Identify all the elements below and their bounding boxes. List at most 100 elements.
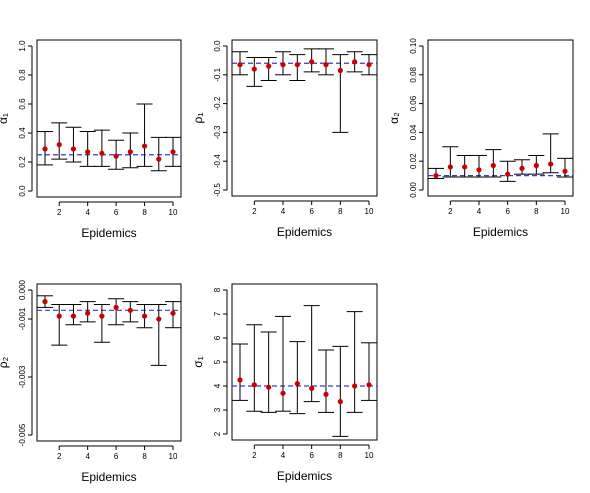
y-tick-label: 1.0 (18, 40, 27, 52)
point-estimate (127, 149, 133, 155)
x-tick-label: 6 (309, 207, 314, 216)
point-estimate (113, 304, 119, 310)
panel-rho2: 2 4 6 8 10 0.000 -0.001 -0.003 -0.005 Epidemics ρ₂ (0, 279, 182, 484)
point-estimate (476, 167, 482, 173)
y-tick-label: -0.2 (213, 96, 222, 110)
x-tick-label: 4 (281, 451, 286, 460)
point-estimate (70, 313, 77, 319)
point-estimate (433, 173, 439, 179)
y-axis-title: ρ₁ (191, 113, 205, 124)
x-tick-label: 4 (281, 207, 286, 216)
point-estimate (113, 153, 119, 159)
point-estimate (42, 299, 48, 305)
point-estimate (280, 62, 286, 68)
point-estimate (337, 399, 343, 405)
y-tick-label: 0.0 (18, 185, 27, 197)
y-tick-label: 0.02 (409, 153, 418, 169)
point-estimate (156, 316, 162, 322)
point-estimate (85, 310, 91, 316)
y-tick-label: -0.5 (213, 183, 222, 197)
point-estimate (99, 313, 105, 319)
point-estimate (56, 142, 62, 148)
y-tick-label: -0.001 (18, 307, 27, 330)
point-estimate (141, 143, 148, 149)
point-estimate (266, 384, 272, 390)
point-estimate (533, 162, 539, 169)
y-tick-label: -0.4 (213, 154, 222, 168)
point-estimate (323, 62, 329, 68)
x-tick-label: 2 (252, 451, 257, 460)
y-tick-label: 0.6 (18, 98, 27, 110)
plot-frame (427, 39, 574, 197)
y-tick-label: 0.8 (18, 69, 27, 81)
x-tick-label: 4 (85, 452, 90, 461)
x-tick-label: 10 (365, 451, 374, 460)
x-tick-label: 6 (114, 208, 119, 217)
plot-frame (231, 283, 378, 441)
y-tick-label: 3 (213, 407, 222, 412)
panel-rho1: 2 4 6 8 10 0.0 -0.1 -0.2 -0.3 -0.4 -0.5 Epidemics ρ₁ (191, 39, 378, 239)
x-tick-label: 4 (477, 207, 482, 216)
y-axis-title: ρ₂ (0, 356, 10, 368)
point-estimate (237, 377, 243, 383)
x-axis-title: Epidemics (473, 225, 528, 239)
point-estimate (170, 310, 176, 316)
point-estimate (266, 63, 272, 69)
point-estimate (251, 382, 257, 388)
point-estimate (490, 162, 496, 169)
x-tick-label: 6 (309, 451, 314, 460)
y-tick-label: 6 (213, 335, 222, 340)
point-estimate (447, 164, 453, 170)
point-estimate (309, 59, 315, 65)
plot-frame (231, 39, 378, 197)
x-tick-label: 8 (338, 207, 343, 216)
x-tick-label: 8 (534, 207, 539, 216)
point-estimate (70, 146, 77, 152)
x-tick-label: 2 (252, 207, 257, 216)
y-tick-label: 0.2 (18, 156, 27, 168)
plot-frame (36, 283, 182, 442)
y-axis-title: α₁ (0, 113, 10, 124)
y-tick-label: 8 (213, 287, 222, 292)
point-estimate (251, 66, 257, 72)
x-axis-title: Epidemics (81, 470, 136, 484)
point-estimate (56, 313, 62, 319)
y-tick-label: 0.000 (18, 279, 27, 300)
y-axis-title: α₂ (387, 112, 401, 124)
y-tick-label: 7 (213, 311, 222, 316)
x-tick-label: 2 (57, 452, 62, 461)
point-estimate (42, 146, 48, 152)
y-tick-label: 0.08 (409, 66, 418, 82)
x-tick-label: 10 (169, 208, 178, 217)
point-estimate (280, 390, 286, 396)
x-tick-label: 6 (114, 452, 119, 461)
y-axis-title: σ₁ (191, 356, 205, 367)
point-estimate (352, 59, 358, 65)
y-tick-label: 0.10 (409, 38, 418, 54)
y-tick-label: 5 (213, 359, 222, 364)
point-estimate (352, 383, 358, 389)
x-tick-label: 4 (85, 208, 90, 217)
x-tick-label: 8 (338, 451, 343, 460)
x-tick-label: 10 (561, 207, 570, 216)
point-estimate (337, 67, 343, 74)
x-tick-label: 8 (142, 452, 147, 461)
x-axis-title: Epidemics (277, 225, 332, 239)
point-estimate (366, 62, 372, 68)
point-estimate (99, 150, 105, 156)
point-estimate (505, 171, 511, 177)
y-tick-label: -0.003 (18, 365, 27, 388)
y-tick-label: 0.00 (409, 182, 418, 198)
point-estimate (519, 165, 525, 171)
x-tick-label: 2 (448, 207, 453, 216)
point-estimate (294, 381, 300, 387)
point-estimate (462, 164, 468, 170)
y-tick-label: 0.04 (409, 124, 418, 140)
panel-sigma1: 2 4 6 8 10 2 3 4 5 6 7 8 Epidemics σ₁ (191, 283, 378, 483)
y-tick-label: -0.1 (213, 67, 222, 81)
y-tick-label: 4 (213, 383, 222, 388)
point-estimate (156, 156, 162, 162)
point-estimate (323, 391, 329, 397)
x-axis-title: Epidemics (277, 469, 332, 483)
